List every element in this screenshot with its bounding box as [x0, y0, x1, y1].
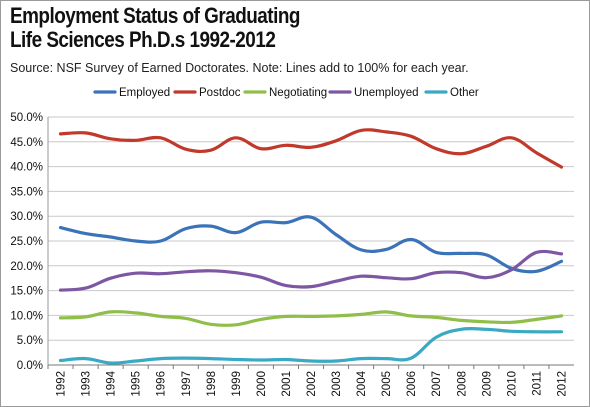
y-tick-label: 20.0%	[10, 261, 43, 273]
legend-label-postdoc: Postdoc	[199, 87, 241, 99]
legend-label-employed: Employed	[119, 87, 170, 99]
x-tick-label: 2011	[531, 371, 543, 396]
x-tick-label: 1995	[131, 371, 143, 397]
x-tick-label: 1994	[106, 370, 118, 396]
chart-subtitle: Source: NSF Survey of Earned Doctorates.…	[10, 61, 469, 75]
legend-label-unemployed: Unemployed	[354, 87, 419, 99]
series-line-other	[58, 326, 564, 365]
y-tick-label: 30.0%	[10, 211, 43, 223]
y-tick-label: 0.0%	[17, 360, 43, 372]
x-tick-label: 2005	[381, 371, 393, 397]
x-tick-label: 2002	[306, 371, 318, 397]
x-tick-label: 2012	[556, 371, 568, 397]
x-tick-label: 1999	[231, 371, 243, 397]
y-tick-label: 45.0%	[10, 137, 43, 149]
series-line-postdoc	[58, 128, 564, 169]
y-tick-label: 35.0%	[10, 186, 43, 198]
y-tick-label: 5.0%	[17, 335, 43, 347]
x-tick-label: 1992	[56, 371, 68, 397]
y-axis-tick-labels: 0.0% 5.0% 10.0% 15.0% 20.0% 25.0% 30.0% 35.0% 40…	[10, 112, 43, 372]
y-tick-label: 10.0%	[10, 310, 43, 322]
x-tick-label: 2006	[406, 371, 418, 397]
series-line-employed	[58, 215, 564, 274]
x-tick-label: 1998	[206, 371, 218, 397]
x-tick-label: 2000	[256, 371, 268, 397]
legend-label-negotiating: Negotiating	[269, 87, 327, 99]
series-lines	[58, 128, 564, 365]
chart-title-line-1: Employment Status of Graduating	[10, 3, 300, 28]
x-tick-label: 1993	[81, 371, 93, 397]
x-tick-label: 2001	[281, 371, 293, 397]
y-tick-label: 50.0%	[10, 112, 43, 124]
x-tick-label: 2008	[456, 371, 468, 397]
chart-title-line-2: Life Sciences Ph.D.s 1992-2012	[10, 27, 276, 52]
x-axis-tick-labels: 1992 1993 1994 1995 1996 1997 1998 1999 2000 2001…	[56, 370, 569, 396]
x-tick-label: 2010	[506, 371, 518, 397]
series-line-unemployed	[58, 249, 564, 292]
x-tick-label: 2003	[331, 371, 343, 397]
legend-label-other: Other	[450, 87, 479, 99]
x-tick-label: 1997	[181, 371, 193, 397]
chart-title: Employment Status of Graduating Life Sci…	[10, 4, 300, 52]
y-tick-label: 15.0%	[10, 286, 43, 298]
gridlines	[47, 116, 574, 369]
y-tick-label: 40.0%	[10, 162, 43, 174]
x-tick-label: 2004	[356, 370, 368, 396]
x-tick-label: 2009	[481, 371, 493, 397]
legend: Employed Postdoc Negotiating Unemployed Othe…	[93, 87, 479, 99]
x-tick-label: 1996	[156, 371, 168, 397]
series-line-negotiating	[58, 310, 564, 327]
x-tick-label: 2007	[431, 371, 443, 397]
y-tick-label: 25.0%	[10, 236, 43, 248]
